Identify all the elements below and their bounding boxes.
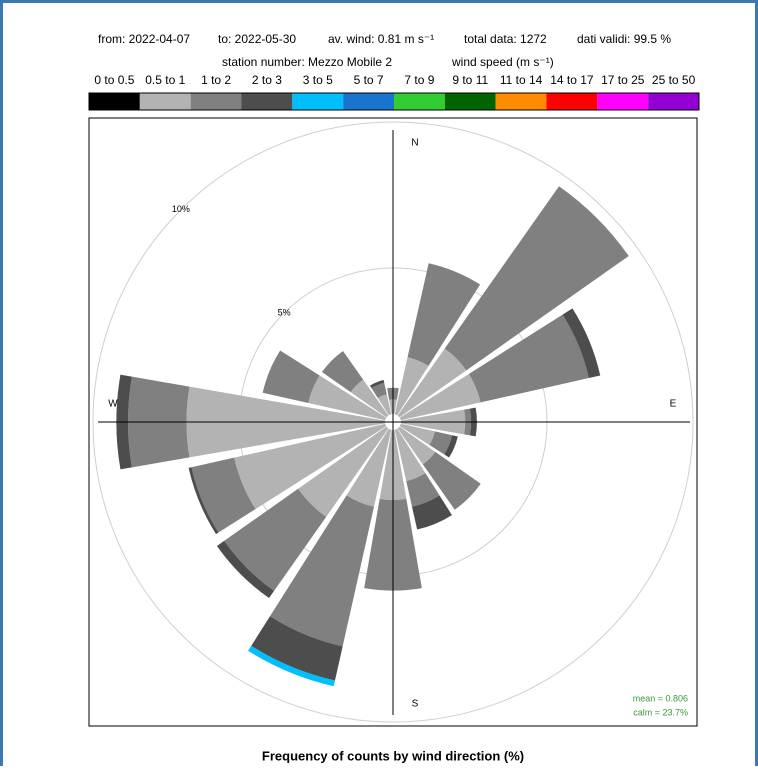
legend-swatch <box>89 93 140 110</box>
annotation: calm = 23.7% <box>633 707 688 717</box>
compass-label: E <box>670 399 677 410</box>
annotation: mean = 0.806 <box>633 693 688 703</box>
ring-label: 10% <box>172 204 190 214</box>
legend-label: 3 to 5 <box>303 73 333 87</box>
compass-label: S <box>412 699 419 710</box>
legend-swatch <box>292 93 343 110</box>
legend-label: 25 to 50 <box>652 73 696 87</box>
header-text: av. wind: 0.81 m s⁻¹ <box>328 32 434 46</box>
subheader-text: wind speed (m s⁻¹) <box>451 55 554 69</box>
legend-label: 17 to 25 <box>601 73 645 87</box>
legend-label: 11 to 14 <box>500 73 543 87</box>
legend-swatch <box>140 93 191 110</box>
compass-label: N <box>411 138 418 149</box>
legend-swatch <box>445 93 496 110</box>
legend-swatch <box>242 93 293 110</box>
chart-title: Frequency of counts by wind direction (%… <box>262 748 524 763</box>
legend-swatch <box>648 93 699 110</box>
compass-label: W <box>108 399 118 410</box>
legend-label: 0 to 0.5 <box>94 73 134 87</box>
legend-swatch <box>343 93 394 110</box>
header-text: from: 2022-04-07 <box>98 32 190 46</box>
legend-swatch <box>191 93 242 110</box>
legend-label: 14 to 17 <box>550 73 594 87</box>
legend-swatch <box>496 93 547 110</box>
header-text: total data: 1272 <box>464 32 547 46</box>
ring-label: 5% <box>278 307 291 317</box>
subheader-text: station number: Mezzo Mobile 2 <box>222 55 392 69</box>
legend-label: 9 to 11 <box>452 73 488 87</box>
header-text: dati validi: 99.5 % <box>577 32 671 46</box>
legend-label: 2 to 3 <box>252 73 282 87</box>
header-text: to: 2022-05-30 <box>218 32 296 46</box>
legend-label: 7 to 9 <box>404 73 434 87</box>
legend-swatch <box>394 93 445 110</box>
legend-swatch <box>597 93 648 110</box>
legend-label: 5 to 7 <box>354 73 384 87</box>
legend-swatch <box>547 93 598 110</box>
legend-label: 1 to 2 <box>201 73 231 87</box>
legend-label: 0.5 to 1 <box>145 73 185 87</box>
